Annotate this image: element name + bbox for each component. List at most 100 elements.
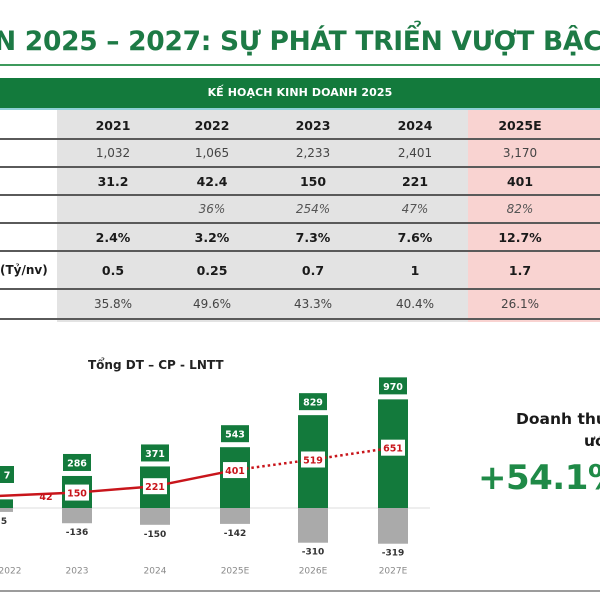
table-cell: 26.1% — [500, 297, 540, 311]
profit-point-label: 651 — [383, 444, 403, 455]
profit-point-label: 519 — [303, 455, 323, 466]
column-header: 2025E — [498, 118, 542, 133]
section-band-label: KẾ HOẠCH KINH DOANH 2025 — [207, 86, 393, 99]
historic-columns-background — [57, 110, 468, 322]
table-cell: 150 — [299, 174, 327, 189]
table-cell: 2,233 — [295, 146, 331, 160]
table-row: 2.4% 3.2% 7.3% 7.6% 12.7% — [0, 224, 600, 252]
kpi-label: Doanh thu — [516, 410, 600, 428]
cost-bar — [298, 508, 328, 543]
x-tick-label: 2026E — [299, 567, 328, 577]
table-cell: 1,065 — [194, 146, 230, 160]
table-cell: 2.4% — [95, 230, 131, 245]
revenue-label-box — [0, 466, 14, 483]
table-row: 31.2 42.4 150 221 401 — [0, 168, 600, 196]
table-cell: 0.7 — [301, 263, 325, 278]
table-cell: 7.6% — [397, 230, 433, 245]
cost-bar — [0, 508, 13, 512]
profit-point-label: 42 — [39, 492, 52, 503]
table-cell: 0.25 — [196, 263, 228, 278]
revenue-cost-profit-chart: 5 -136 -150 -142 -310 -319 7 286 371 543 829 970 42 1… — [0, 377, 430, 577]
title-divider — [0, 64, 600, 66]
table-cell: 49.6% — [192, 297, 232, 311]
cost-bar-label: -310 — [302, 548, 325, 558]
profit-line-forecast-segment — [234, 458, 314, 472]
cost-bar — [140, 508, 170, 525]
table-cell: 82% — [506, 202, 534, 216]
table-cell: 401 — [506, 174, 534, 189]
table-cell: 2,401 — [397, 146, 433, 160]
cost-bar — [220, 508, 250, 524]
cost-bar-label: -136 — [66, 528, 89, 538]
column-header: 2024 — [397, 118, 433, 133]
table-cell: 254% — [295, 202, 331, 216]
revenue-bar — [0, 499, 13, 508]
section-band: KẾ HOẠCH KINH DOANH 2025 — [0, 78, 600, 110]
revenue-bar-label: 543 — [225, 430, 245, 441]
cost-bar — [62, 508, 92, 524]
profit-line-segment — [76, 484, 156, 494]
x-tick-label: 2027E — [379, 567, 408, 577]
revenue-bar-label: 970 — [383, 382, 403, 393]
kpi-label-2: ướ — [584, 432, 600, 450]
profit-point-label: 221 — [145, 482, 165, 493]
table-row: 36% 254% 47% 82% — [0, 196, 600, 224]
revenue-label-box — [299, 393, 327, 411]
table-cell: 3.2% — [194, 230, 230, 245]
table-row: (Tỷ/nv) 0.5 0.25 0.7 1 1.7 — [0, 252, 600, 290]
profit-label-box — [381, 439, 405, 456]
cost-bar-label: 5 — [1, 517, 7, 527]
profit-point-label: 150 — [67, 489, 87, 500]
revenue-bar-label: 829 — [303, 398, 323, 409]
column-header: 2022 — [194, 118, 230, 133]
column-header: 2023 — [295, 118, 331, 133]
revenue-label-box — [379, 377, 407, 395]
column-header: 2021 — [95, 118, 131, 133]
revenue-label-box — [221, 425, 249, 443]
row-label: (Tỷ/nv) — [0, 263, 48, 277]
kpi-growth-value: +54.1% — [478, 458, 600, 498]
table-cell: 1,032 — [95, 146, 131, 160]
x-tick-label: 2022 — [0, 567, 21, 577]
table-cell: 36% — [198, 202, 226, 216]
chart-title: Tổng DT – CP - LNTT — [88, 358, 224, 372]
table-cell: 31.2 — [97, 174, 129, 189]
table-cell: 1.7 — [508, 263, 532, 278]
x-tick-label: 2024 — [144, 567, 167, 577]
cost-bar — [378, 508, 408, 544]
profit-line-segment — [154, 468, 236, 488]
table-row: 1,032 1,065 2,233 2,401 3,170 — [0, 140, 600, 168]
profit-label-box — [65, 484, 89, 501]
table-header-row: 2021 2022 2023 2024 2025E — [0, 110, 600, 140]
forecast-column-background — [468, 110, 600, 322]
bottom-divider — [0, 590, 600, 592]
table-cell: 47% — [401, 202, 429, 216]
table-cell: 3,170 — [502, 146, 538, 160]
x-tick-label: 2025E — [221, 567, 250, 577]
revenue-bar-label: 371 — [145, 449, 165, 460]
revenue-bar-label: 286 — [67, 458, 87, 469]
table-cell: 0.5 — [101, 263, 125, 278]
table-cell: 35.8% — [93, 297, 133, 311]
profit-line-forecast-segment — [312, 446, 394, 461]
table-cell: 40.4% — [395, 297, 435, 311]
profit-point-label: 401 — [225, 466, 245, 477]
cost-bar-label: -142 — [224, 529, 247, 539]
revenue-label-box — [141, 444, 169, 462]
table-cell: 7.3% — [295, 230, 331, 245]
business-plan-table: 2021 2022 2023 2024 2025E 1,032 1,065 2,233 2,40… — [0, 110, 600, 322]
revenue-bar-label: 7 — [4, 471, 11, 482]
profit-label-box — [223, 462, 247, 479]
cost-bar-label: -150 — [144, 530, 167, 540]
profit-label-box — [143, 478, 167, 495]
table-cell: 43.3% — [293, 297, 333, 311]
revenue-label-box — [63, 453, 91, 471]
x-tick-label: 2023 — [66, 567, 89, 577]
table-cell: 12.7% — [498, 230, 542, 245]
cost-bar-label: -319 — [382, 549, 405, 559]
table-cell: 221 — [401, 174, 429, 189]
profit-line-segment — [0, 491, 78, 498]
table-cell: 1 — [410, 263, 420, 278]
table-row: 35.8% 49.6% 43.3% 40.4% 26.1% — [0, 290, 600, 320]
page-title: N 2025 – 2027: SỰ PHÁT TRIỂN VƯỢT BẬC — [0, 26, 600, 57]
